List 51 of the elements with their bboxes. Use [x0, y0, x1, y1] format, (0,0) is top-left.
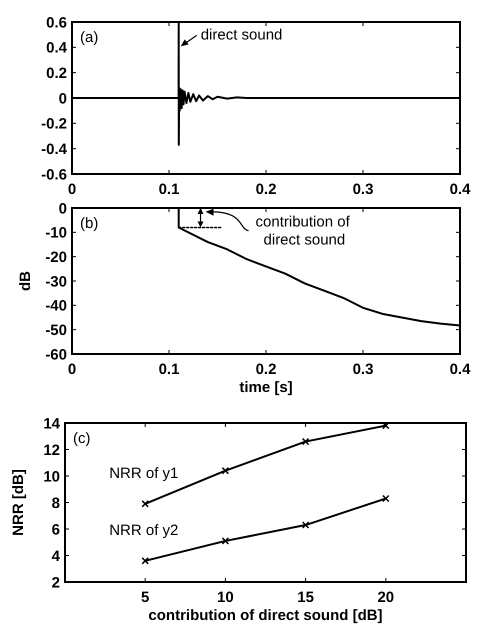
- x-tick-label: 0.3: [352, 361, 374, 378]
- series-label: NRR of y1: [109, 464, 178, 482]
- y-tick-label: 6: [52, 521, 60, 538]
- y-axis-title: dB: [17, 270, 34, 291]
- y-tick-label: 12: [43, 442, 60, 459]
- y-tick-label: 10: [43, 468, 60, 486]
- annotation: contribution of direct sound: [256, 214, 351, 249]
- y-tick-label: 0: [58, 200, 67, 218]
- x-tick-label: 0.1: [158, 361, 180, 378]
- annotation: (b): [80, 215, 98, 232]
- x-tick-label: 15: [297, 589, 314, 606]
- y-tick-label: 0: [58, 90, 67, 108]
- x-tick-label: 0.2: [256, 361, 276, 378]
- point: [141, 557, 149, 565]
- x-tick-label: 20: [377, 589, 394, 606]
- x-tick-label: 0.4: [450, 181, 472, 198]
- y-tick-label: -40: [45, 298, 67, 315]
- y-tick-label: 4: [52, 548, 61, 565]
- x-axis-title: time [s]: [239, 379, 293, 396]
- point: [302, 521, 310, 529]
- y-tick-label: 0.4: [46, 40, 68, 57]
- point: [302, 438, 310, 446]
- y-tick-label: -0.4: [41, 140, 68, 158]
- y-tick-label: -10: [45, 224, 67, 242]
- y-tick-label: -30: [45, 273, 67, 290]
- y-tick-label: 14: [43, 415, 61, 432]
- x-tick-label: 0.4: [450, 361, 472, 378]
- point: [141, 500, 149, 508]
- annotation: direct sound: [200, 26, 282, 44]
- x-tick-label: 10: [217, 589, 234, 606]
- x-tick-label: 0.2: [256, 181, 276, 198]
- point: [222, 466, 230, 474]
- y-tick-label: 2: [52, 574, 60, 592]
- y-tick-label: -60: [45, 346, 67, 364]
- x-tick-label: 0.3: [352, 181, 374, 198]
- x-axis-title: contribution of direct sound [dB]: [148, 607, 383, 624]
- x-tick-label: 0.1: [158, 181, 180, 198]
- annotation: (a): [80, 29, 98, 46]
- y-tick-label: -20: [45, 248, 67, 266]
- y-tick-label: 0.6: [46, 14, 67, 32]
- y-tick-label: -0.2: [41, 116, 67, 133]
- point: [382, 494, 390, 502]
- annotation: (c): [73, 430, 90, 447]
- y-tick-label: 8: [52, 494, 60, 512]
- y-tick-label: -0.6: [41, 166, 67, 184]
- point: [222, 537, 230, 545]
- y-tick-label: 0.2: [46, 64, 67, 82]
- y-tick-label: -50: [45, 322, 67, 339]
- series-label: NRR of y2: [109, 522, 178, 539]
- y-axis-title: NRR [dB]: [10, 469, 27, 536]
- x-tick-label: 5: [141, 589, 150, 606]
